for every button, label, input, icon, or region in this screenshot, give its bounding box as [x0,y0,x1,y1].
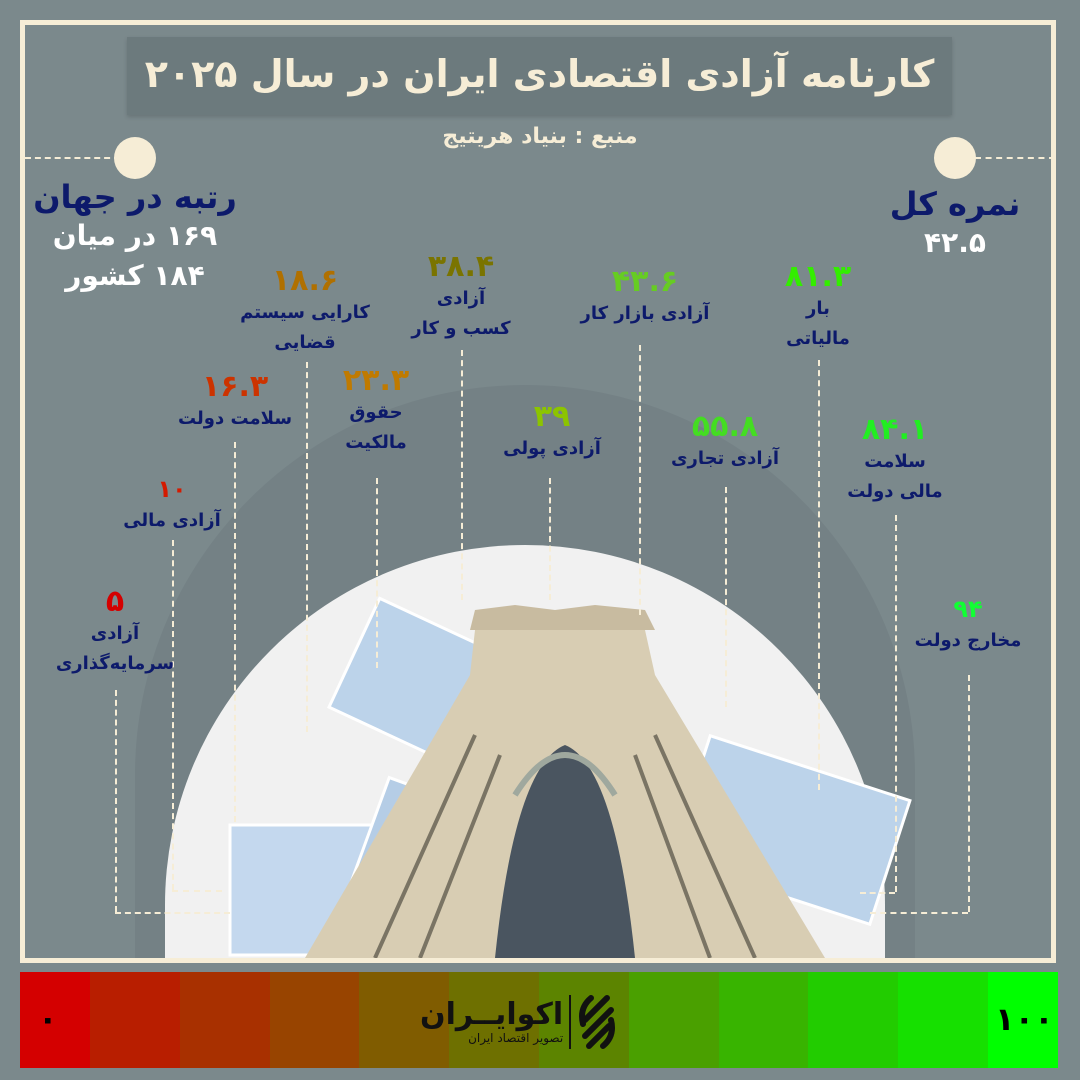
left-dot [114,137,156,179]
frame [20,20,1056,963]
indicator-label: آزادی پولی [503,438,601,459]
scale-segment [628,972,719,1068]
tower [305,605,825,958]
indicator-label: آزادی [90,623,140,644]
indicator-label: بار [806,298,830,319]
overall-score: نمره کل ۴۲.۵ [880,185,1030,263]
indicator-trade-freedom: ۵۵.۸ آزادی تجاری [625,410,825,474]
indicator-value: ۵ [105,584,125,619]
connector [860,892,895,894]
logo-text: اکوایــران تصویر اقتصاد ایران [420,997,564,1046]
indicator-value: ۳۸.۴ [427,249,495,284]
logo-divider [569,995,572,1049]
logo-name: اکوایــران [420,997,564,1032]
overall-heading: نمره کل [889,185,1021,223]
scale-segment [898,972,989,1068]
indicator-label: مالکیت [345,432,407,453]
connector [639,345,641,615]
indicator-label: سلامت [864,451,926,472]
connector [870,912,968,914]
scale-segment [269,972,360,1068]
scale-segment [718,972,809,1068]
page-title: کارنامه آزادی اقتصادی ایران در سال ۲۰۲۵ [127,37,952,115]
scale-segment [359,972,450,1068]
indicator-label: کارایی سیستم [240,302,370,323]
connector [172,890,222,892]
indicator-label: مالیاتی [786,328,850,349]
right-dot [934,137,976,179]
indicator-labor-freedom: ۴۳.۶ آزادی بازار کار [545,265,745,329]
scale-segment [179,972,270,1068]
color-scale-bar [20,972,1058,1068]
connector [895,515,897,892]
indicator-government-spending: ۹۴ مخارج دولت [868,592,1068,656]
indicator-value: ۹۴ [953,595,983,623]
indicator-value: ۸۱.۳ [784,259,852,294]
connector [818,360,820,790]
connector [725,487,727,707]
rank-heading: رتبه در جهان [33,178,237,216]
scale-min: ۰ [38,1000,58,1038]
ecoiran-logo: اکوایــران تصویر اقتصاد ایران [420,992,620,1052]
connector [968,675,970,912]
indicator-value: ۲۳.۳ [342,363,410,398]
indicator-value: ۵۵.۸ [691,409,759,444]
indicator-label: آزادی تجاری [670,448,780,469]
connector [115,690,117,912]
indicator-value: ۱۰ [157,475,187,503]
indicator-investment-freedom: ۵ آزادی سرمایه‌گذاری [15,585,215,679]
left-divider [25,157,120,159]
connector [234,442,236,822]
scale-segment [988,972,1058,1068]
indicator-government-integrity: ۱۶.۳ سلامت دولت [135,370,335,434]
indicator-business-freedom: ۳۸.۴ آزادی کسب و کار [361,250,561,344]
indicator-judicial-effectiveness: ۱۸.۶ کارایی سیستم قضایی [205,264,405,358]
rank-line2: ۱۸۴ کشور [65,259,205,292]
connector [461,350,463,600]
indicator-label: آزادی بازار کار [580,303,710,324]
connector [115,912,230,914]
azadi-tower-illustration [228,596,912,958]
indicator-value: ۴۳.۶ [611,264,679,299]
indicator-monetary-freedom: ۳۹ آزادی پولی [452,400,652,464]
overall-value: ۴۲.۵ [924,226,986,259]
source: منبع : بنیاد هریتیج [442,124,638,149]
scale-segment [808,972,899,1068]
scale-segment [449,972,539,1068]
connector [376,478,378,668]
logo-tagline: تصویر اقتصاد ایران [468,1031,564,1045]
indicator-value: ۸۴.۱ [861,412,929,447]
indicator-value: ۳۹ [533,399,571,434]
indicator-label: حقوق [349,402,403,423]
indicator-label: سلامت دولت [177,408,293,429]
indicator-financial-freedom: ۱۰ آزادی مالی [72,472,272,536]
indicator-tax-burden: ۸۱.۳ بار مالیاتی [718,260,918,354]
connector [172,540,174,890]
indicator-label: مالی دولت [847,481,943,502]
indicator-label: آزادی مالی [123,510,221,531]
scale-segment [89,972,180,1068]
indicator-label: مخارج دولت [914,630,1022,651]
rank-line1: ۱۶۹ در میان [52,219,218,252]
indicator-fiscal-health: ۸۴.۱ سلامت مالی دولت [795,413,995,507]
scale-segment [20,972,90,1068]
indicator-value: ۱۸.۶ [271,263,339,298]
connector [306,362,308,732]
indicator-label: آزادی [436,288,486,309]
scale-max: ۱۰۰ [995,1000,1054,1038]
right-divider [975,157,1055,159]
logo-mark-icon [579,995,616,1049]
indicator-property-rights: ۲۳.۳ حقوق مالکیت [276,364,476,458]
indicator-label: قضایی [274,332,336,353]
world-rank: رتبه در جهان ۱۶۹ در میان ۱۸۴ کشور [30,178,240,296]
indicator-label: سرمایه‌گذاری [55,653,175,674]
indicator-label: کسب و کار [411,318,511,339]
indicator-value: ۱۶.۳ [201,369,269,404]
connector [549,478,551,600]
